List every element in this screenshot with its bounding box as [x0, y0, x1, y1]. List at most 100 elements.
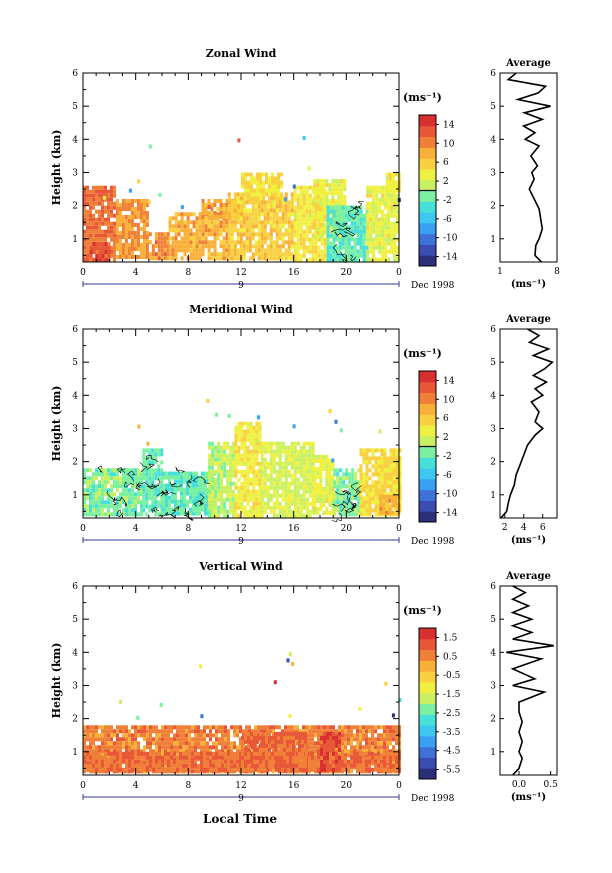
heat-cell: [133, 243, 137, 247]
heat-cell: [98, 500, 101, 505]
heat-cell: [214, 449, 218, 454]
heat-cell: [119, 725, 122, 730]
heat-cell: [89, 241, 92, 246]
heat-cell: [234, 469, 238, 474]
heat-cell: [125, 749, 128, 754]
heat-cell: [287, 513, 291, 518]
heat-cell: [260, 212, 264, 217]
heat-cell: [317, 745, 320, 750]
heat-cell: [362, 745, 365, 750]
heat-cell: [389, 749, 392, 754]
heat-cell: [243, 493, 247, 498]
heat-cell: [234, 449, 238, 454]
heat-cell: [236, 232, 240, 237]
heat-cell: [229, 457, 233, 462]
heat-cell: [173, 757, 176, 762]
heat-cell: [252, 497, 256, 502]
heat-cell: [255, 509, 259, 514]
heat-cell: [365, 480, 369, 485]
heat-cell: [236, 220, 240, 225]
heat-cell: [381, 217, 385, 222]
heat-cell: [385, 180, 389, 185]
heat-cell: [296, 469, 300, 474]
heat-cell: [345, 492, 349, 497]
heat-cell: [188, 745, 191, 750]
heat-cell: [388, 498, 392, 503]
heat-cell: [374, 512, 378, 517]
heat-cell: [208, 513, 212, 518]
heat-cell: [198, 487, 201, 492]
heat-cell: [177, 220, 181, 225]
heat-cell: [224, 741, 227, 746]
heat-cell: [201, 220, 205, 225]
heat-cell: [378, 209, 382, 214]
heat-cell: [336, 476, 340, 481]
heat-cell: [359, 737, 362, 742]
heat-cell: [197, 725, 200, 730]
heat-cell: [292, 184, 296, 189]
heat-cell: [186, 475, 189, 480]
heat-cell: [127, 231, 131, 235]
heat-cell: [229, 493, 233, 498]
heat-cell: [133, 223, 137, 227]
heat-cell: [145, 251, 149, 255]
heat-cell: [118, 235, 122, 239]
heat-cell: [322, 179, 326, 184]
heat-cell: [201, 503, 204, 508]
heat-cell: [374, 500, 378, 505]
heat-cell: [322, 503, 326, 507]
heat-cell: [290, 729, 293, 734]
heat-cell: [266, 725, 269, 730]
heat-cell: [372, 193, 376, 198]
heat-cell: [275, 445, 279, 450]
heat-cell: [287, 220, 291, 225]
heat-cell: [365, 476, 369, 481]
heat-cell: [249, 481, 253, 486]
heat-cell: [101, 488, 104, 493]
heat-cell: [316, 223, 320, 228]
heat-cell: [293, 513, 297, 518]
heat-cell: [198, 256, 202, 261]
heat-cell: [380, 480, 384, 485]
heat-cell: [258, 505, 262, 510]
heat-cell: [380, 492, 384, 497]
heat-cell: [278, 236, 282, 241]
heat-cell: [368, 508, 372, 513]
heat-cell: [220, 489, 224, 494]
heat-cell: [240, 437, 244, 442]
heat-cell: [155, 729, 158, 734]
heat-cell: [375, 237, 379, 242]
heat-cell: [335, 749, 338, 754]
heat-cell: [139, 215, 143, 219]
heat-cell: [204, 236, 208, 241]
heat-cell: [242, 192, 246, 197]
heat-cell: [243, 513, 247, 518]
heat-cell: [366, 189, 370, 194]
heat-cell: [257, 220, 261, 225]
heat-cell: [326, 209, 330, 214]
contour-segment: [334, 231, 348, 238]
heat-cell: [134, 763, 137, 768]
heat-cell: [225, 203, 229, 207]
heat-cell: [86, 189, 89, 194]
heat-cell: [266, 200, 270, 205]
heat-cell: [151, 244, 155, 249]
heat-cell: [305, 201, 309, 206]
heat-cell: [263, 220, 267, 225]
heat-cell: [142, 239, 146, 243]
colorbar-unit: (ms⁻¹): [403, 347, 442, 360]
heat-cell: [375, 185, 379, 190]
heat-cell: [265, 180, 268, 185]
heat-cell: [353, 225, 357, 230]
heat-cell: [357, 492, 361, 497]
heat-cell: [269, 240, 273, 245]
colorbar-tick-label: 6: [443, 158, 449, 168]
heat-cell: [331, 507, 335, 511]
contour-segment: [184, 508, 190, 516]
heat-cell: [214, 513, 218, 518]
heat-cell: [325, 507, 329, 511]
heat-cell: [89, 250, 93, 255]
heat-cell: [389, 729, 392, 734]
heat-cell: [249, 493, 253, 498]
heat-cell: [101, 504, 104, 509]
